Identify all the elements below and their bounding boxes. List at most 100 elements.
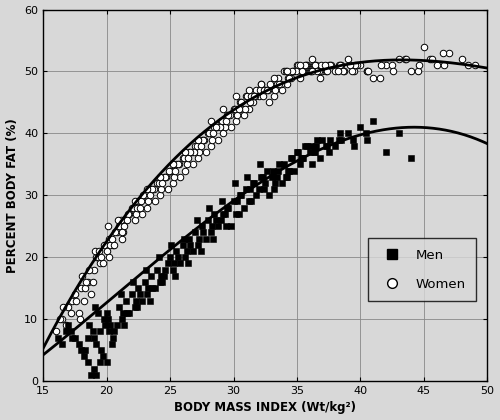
Women <box>394 56 402 63</box>
Men <box>166 254 174 260</box>
Men <box>265 192 273 199</box>
Women <box>336 62 344 68</box>
Men <box>84 359 92 366</box>
Men <box>104 316 112 323</box>
Men <box>109 334 117 341</box>
Men <box>336 130 344 137</box>
Men <box>94 310 102 316</box>
Women <box>458 56 466 63</box>
Women <box>96 260 104 267</box>
Men <box>116 291 124 298</box>
Men <box>270 186 278 192</box>
Men <box>171 273 179 279</box>
Men <box>252 192 260 199</box>
Men <box>310 149 318 155</box>
Women <box>144 198 152 205</box>
Women <box>142 192 150 199</box>
Men <box>176 260 184 267</box>
Men <box>132 297 140 304</box>
Men <box>62 328 70 335</box>
Men <box>222 223 230 230</box>
Men <box>96 359 104 366</box>
Men <box>227 223 235 230</box>
Women <box>206 118 214 124</box>
Women <box>300 62 308 68</box>
Men <box>331 142 339 149</box>
Men <box>242 186 250 192</box>
Men <box>128 291 136 298</box>
Women <box>312 62 320 68</box>
Men <box>246 186 254 192</box>
Women <box>206 142 214 149</box>
Women <box>262 87 270 93</box>
Men <box>64 322 72 329</box>
Men <box>134 285 142 291</box>
Men <box>394 130 402 137</box>
Women <box>140 192 147 199</box>
Men <box>324 142 332 149</box>
Women <box>352 62 360 68</box>
Men <box>262 167 270 174</box>
Women <box>251 93 259 100</box>
Women <box>222 118 230 124</box>
Men <box>129 278 137 285</box>
Men <box>130 303 138 310</box>
Women <box>338 68 346 75</box>
Men <box>108 341 116 347</box>
Women <box>227 124 235 131</box>
Men <box>297 155 305 162</box>
Women <box>192 142 200 149</box>
Men <box>138 297 146 304</box>
Women <box>186 149 194 155</box>
Women <box>316 74 324 81</box>
Women <box>100 241 108 248</box>
Women <box>114 217 122 223</box>
Men <box>240 204 248 211</box>
Women <box>189 161 197 168</box>
Women <box>237 99 245 106</box>
Women <box>294 62 302 68</box>
Men <box>154 254 162 260</box>
Women <box>258 81 266 87</box>
Men <box>318 136 326 143</box>
Women <box>270 93 278 100</box>
Women <box>196 142 204 149</box>
Women <box>248 93 256 100</box>
Women <box>307 68 315 75</box>
Women <box>390 68 398 75</box>
Women <box>214 136 222 143</box>
Women <box>420 43 428 50</box>
Men <box>335 136 343 143</box>
Women <box>134 198 142 205</box>
Women <box>283 68 291 75</box>
Women <box>133 204 141 211</box>
Women <box>234 111 241 118</box>
Men <box>245 198 253 205</box>
Women <box>348 68 356 75</box>
Women <box>426 56 434 63</box>
Men <box>255 186 263 192</box>
Men <box>298 155 306 162</box>
Women <box>136 204 143 211</box>
Women <box>60 303 68 310</box>
Women <box>150 186 158 192</box>
Women <box>322 68 330 75</box>
Men <box>91 303 99 310</box>
Men <box>119 310 127 316</box>
Men <box>206 204 214 211</box>
Women <box>231 105 239 112</box>
Women <box>156 192 164 199</box>
Women <box>204 130 212 137</box>
Men <box>140 278 148 285</box>
Women <box>94 254 102 260</box>
Men <box>96 328 104 335</box>
Men <box>196 235 203 242</box>
Women <box>157 186 165 192</box>
Women <box>202 149 209 155</box>
Women <box>132 210 140 217</box>
Women <box>164 186 172 192</box>
Men <box>88 371 96 378</box>
Men <box>338 136 345 143</box>
Women <box>324 62 332 68</box>
Men <box>250 179 258 186</box>
